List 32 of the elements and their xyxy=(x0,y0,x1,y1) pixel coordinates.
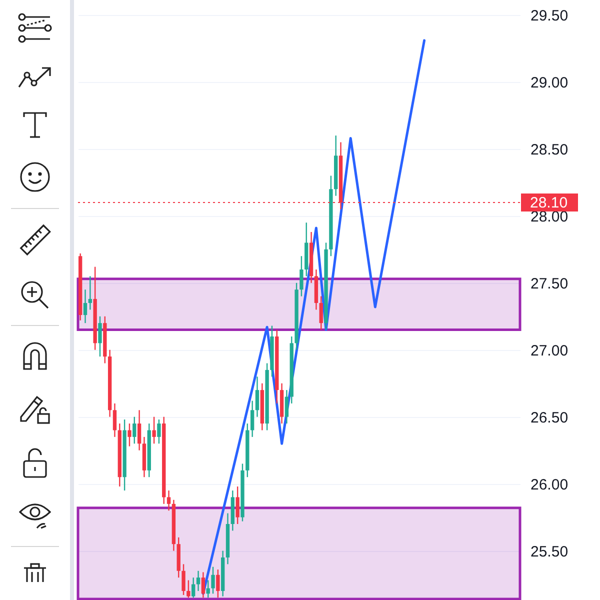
candlestick xyxy=(182,564,186,596)
candlestick xyxy=(137,410,142,451)
candlestick xyxy=(186,580,190,598)
candlestick xyxy=(83,288,88,324)
candlestick xyxy=(216,568,220,598)
y-tick-label: 29.00 xyxy=(530,74,568,92)
candlestick xyxy=(192,576,196,598)
y-tick-label: 27.00 xyxy=(530,342,568,360)
y-tick-label: 27.50 xyxy=(530,275,568,292)
candlestick xyxy=(250,400,254,438)
y-tick-label: 28.50 xyxy=(530,141,568,158)
candlestick xyxy=(98,316,102,358)
line-series xyxy=(202,39,426,595)
y-tick-label: 29.50 xyxy=(530,8,568,24)
candlestick xyxy=(255,376,260,418)
y-tick-label: 26.50 xyxy=(530,409,568,426)
candlestick xyxy=(88,276,92,310)
candlestick xyxy=(211,566,215,594)
candlestick xyxy=(112,402,117,438)
candlestick xyxy=(201,572,206,598)
y-tick-label: 26.00 xyxy=(530,476,568,494)
y-tick-label: 25.50 xyxy=(530,543,568,560)
candlestick xyxy=(284,389,289,424)
candlestick xyxy=(132,416,136,444)
candlestick xyxy=(166,490,171,512)
candlestick xyxy=(152,416,156,444)
candlestick xyxy=(300,256,304,297)
candlestick xyxy=(236,486,240,525)
candlestick xyxy=(319,296,323,330)
candlestick xyxy=(157,418,161,444)
candlestick xyxy=(128,422,132,447)
candlestick xyxy=(196,570,200,592)
